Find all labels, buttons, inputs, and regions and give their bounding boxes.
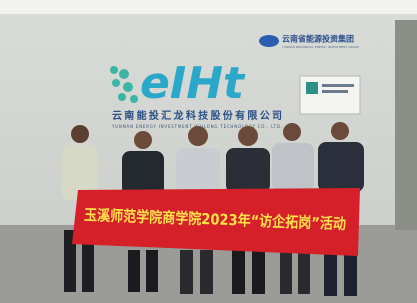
notice-qr (306, 82, 318, 94)
photo: 云南省能源投资集团 YUNNAN PROVINCIAL ENERGY INVES… (0, 0, 417, 303)
group-logo-subtitle: YUNNAN PROVINCIAL ENERGY INVESTMENT GROU… (282, 45, 359, 49)
pillar (395, 20, 417, 230)
notice-line (322, 84, 354, 87)
group-logo-name: 云南省能源投资集团 (282, 34, 354, 44)
notice-line (322, 90, 348, 93)
group-logo-icon (259, 35, 279, 47)
page: {"group_logo": {"name": "云南省能源投资集团", "su… (0, 0, 417, 303)
ceiling (0, 0, 417, 14)
company-logo: eIHt (140, 58, 246, 109)
notice-board (300, 76, 360, 114)
